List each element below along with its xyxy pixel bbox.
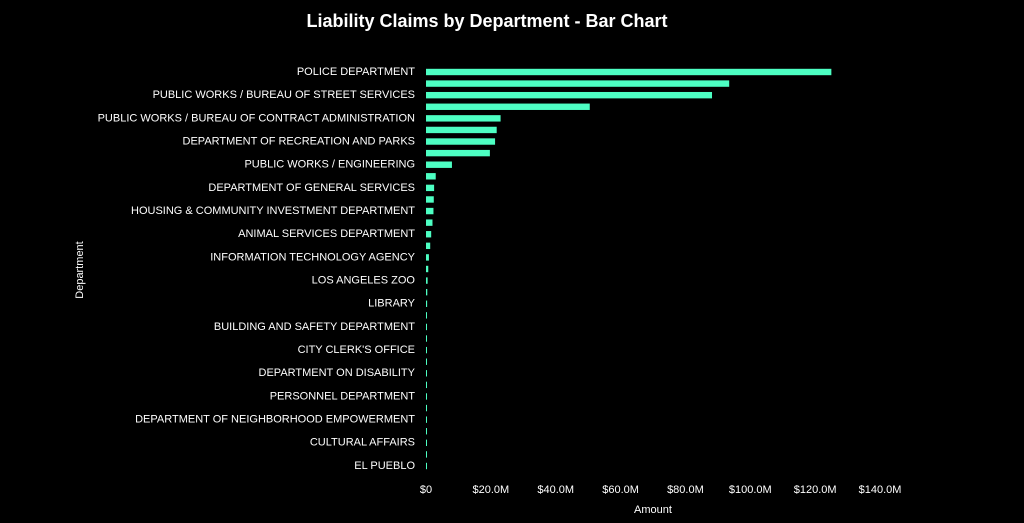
x-tick-labels-group: $0 $20.0M $40.0M $60.0M $80.0M $100.0M $120.0M… — [420, 484, 902, 496]
category-label: LIBRARY — [368, 298, 416, 310]
bar — [426, 312, 427, 319]
x-tick-label: $20.0M — [473, 484, 510, 496]
category-label: EL PUEBLO — [354, 460, 415, 472]
category-label: DEPARTMENT OF RECREATION AND PARKS — [183, 135, 415, 147]
x-tick-label: $100.0M — [729, 484, 772, 496]
x-tick-label: $120.0M — [794, 484, 837, 496]
bar — [426, 335, 427, 342]
bar — [426, 149, 490, 157]
bar — [426, 91, 713, 99]
bar — [426, 381, 427, 389]
bar — [426, 103, 590, 110]
category-label: PUBLIC WORKS / ENGINEERING — [244, 159, 415, 171]
bar — [426, 393, 427, 400]
bar — [426, 115, 501, 122]
bar — [426, 300, 428, 307]
x-tick-label: $80.0M — [667, 484, 704, 496]
category-label: CITY CLERK'S OFFICE — [298, 344, 415, 356]
category-label: PERSONNEL DEPARTMENT — [270, 390, 416, 402]
bar — [426, 288, 428, 296]
bar — [426, 173, 436, 180]
bar — [426, 254, 429, 261]
bar — [426, 242, 431, 250]
category-label: PUBLIC WORKS / BUREAU OF CONTRACT ADMINI… — [98, 112, 415, 124]
category-label: HOUSING & COMMUNITY INVESTMENT DEPARTMEN… — [131, 205, 415, 217]
bar — [426, 265, 429, 273]
bar — [426, 428, 427, 435]
bar — [426, 462, 427, 470]
category-label: LOS ANGELES ZOO — [312, 274, 416, 286]
bar — [426, 80, 730, 87]
bar — [426, 404, 427, 412]
category-label: DEPARTMENT ON DISABILITY — [259, 367, 416, 379]
bar — [426, 358, 427, 365]
x-tick-label: $40.0M — [537, 484, 574, 496]
category-labels-group: POLICE DEPARTMENT PUBLIC WORKS / BUREAU O… — [98, 66, 416, 472]
category-label: DEPARTMENT OF GENERAL SERVICES — [208, 182, 415, 194]
category-label: INFORMATION TECHNOLOGY AGENCY — [210, 251, 415, 263]
bar — [426, 346, 427, 354]
bar — [426, 138, 496, 145]
y-axis-title: Department — [74, 241, 86, 298]
bar — [426, 68, 832, 76]
category-label: DEPARTMENT OF NEIGHBORHOOD EMPOWERMENT — [135, 414, 415, 426]
bar — [426, 184, 435, 192]
bar — [426, 126, 497, 134]
category-label: ANIMAL SERVICES DEPARTMENT — [238, 228, 415, 240]
bar — [426, 207, 434, 215]
bar — [426, 439, 427, 447]
bar — [426, 451, 427, 458]
bars-group — [426, 68, 832, 470]
bar — [426, 196, 434, 203]
category-label: PUBLIC WORKS / BUREAU OF STREET SERVICES — [153, 89, 415, 101]
bar — [426, 219, 433, 226]
bar — [426, 370, 427, 377]
bar — [426, 161, 452, 168]
bar — [426, 277, 428, 284]
x-tick-label: $140.0M — [859, 484, 902, 496]
bar — [426, 231, 432, 238]
chart-title: Liability Claims by Department - Bar Cha… — [306, 11, 668, 31]
x-tick-label: $60.0M — [602, 484, 639, 496]
bar — [426, 323, 427, 331]
category-label: BUILDING AND SAFETY DEPARTMENT — [214, 321, 415, 333]
category-label: CULTURAL AFFAIRS — [310, 437, 415, 449]
category-label: POLICE DEPARTMENT — [297, 66, 415, 78]
x-tick-label: $0 — [420, 484, 432, 496]
bar — [426, 416, 427, 423]
x-axis-title: Amount — [634, 504, 672, 516]
